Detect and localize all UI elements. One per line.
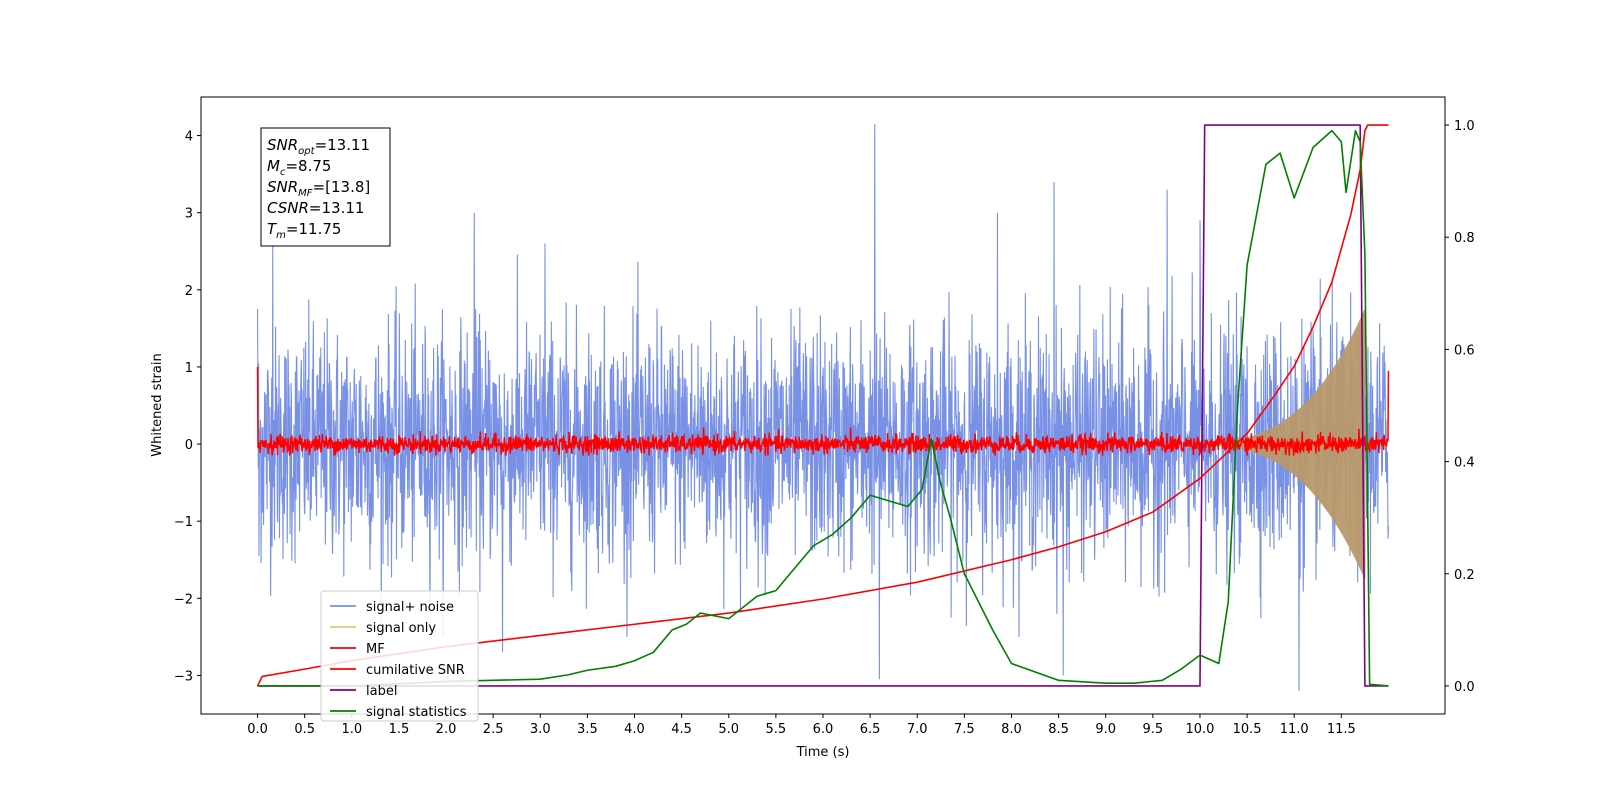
y-tick-label: 3 <box>185 207 193 222</box>
annotation-box: SNRopt=13.11Mc=8.75SNRMF=[13.8]CSNR=13.1… <box>260 127 391 247</box>
y-axis-label: Whitened strain <box>150 353 165 456</box>
legend-label: signal+ noise <box>366 600 454 615</box>
x-tick-label: 3.0 <box>530 722 551 737</box>
x-tick-label: 2.0 <box>436 722 457 737</box>
annotation-frame <box>260 127 391 247</box>
y-right-tick-label: 1.0 <box>1454 119 1475 134</box>
y-right-tick-label: 0.4 <box>1454 456 1475 471</box>
series-label-line <box>257 124 1389 687</box>
x-tick-label: 11.0 <box>1280 722 1309 737</box>
series-signal-noise-line <box>257 123 1389 691</box>
y-tick-label: 2 <box>185 284 193 299</box>
y-right-tick-label: 0.8 <box>1454 231 1475 246</box>
legend-label: cumilative SNR <box>366 663 465 678</box>
plot-area <box>256 123 1390 691</box>
legend-label: signal only <box>366 621 436 636</box>
y-right-tick-label: 0.6 <box>1454 343 1475 358</box>
x-tick-label: 10.5 <box>1233 722 1262 737</box>
x-tick-label: 6.5 <box>860 722 881 737</box>
x-tick-label: 5.5 <box>766 722 787 737</box>
x-tick-label: 4.5 <box>671 722 692 737</box>
legend-label: MF <box>366 642 385 657</box>
x-tick-label: 7.0 <box>907 722 928 737</box>
annotation-line: SNRMF=[13.8] <box>267 178 370 199</box>
x-tick-label: 8.5 <box>1048 722 1069 737</box>
y-tick-label: 1 <box>185 361 193 376</box>
x-tick-label: 5.0 <box>718 722 739 737</box>
x-tick-label: 6.0 <box>813 722 834 737</box>
x-tick-label: 9.0 <box>1095 722 1116 737</box>
x-tick-label: 11.5 <box>1327 722 1356 737</box>
legend-label: label <box>366 684 397 699</box>
x-tick-label: 2.5 <box>483 722 504 737</box>
x-tick-label: 0.5 <box>294 722 315 737</box>
y-tick-label: −3 <box>174 669 193 684</box>
axis-ticks: 0.0 0.5 1.0 1.5 2.0 2.5 3.0 3.5 4.0 4.5 5.0 5.5 6.0 6… <box>174 119 1475 737</box>
y-right-tick-label: 0.2 <box>1454 568 1475 583</box>
y-tick-label: −2 <box>174 592 193 607</box>
x-tick-label: 10.0 <box>1185 722 1214 737</box>
annotation-line: Mc=8.75 <box>267 157 331 178</box>
x-tick-label: 4.0 <box>624 722 645 737</box>
annotation-line: Tm=11.75 <box>267 220 341 241</box>
x-tick-label: 8.0 <box>1001 722 1022 737</box>
annotation-line: SNRopt=13.11 <box>267 136 370 157</box>
y-right-tick-label: 0.0 <box>1454 680 1475 695</box>
x-tick-label: 1.0 <box>341 722 362 737</box>
annotation-line: CSNR=13.11 <box>267 199 364 217</box>
x-tick-label: 0.0 <box>247 722 268 737</box>
legend-label: signal statistics <box>366 705 467 720</box>
x-axis-label: Time (s) <box>796 745 850 760</box>
y-tick-label: −1 <box>174 515 193 530</box>
x-tick-label: 7.5 <box>954 722 975 737</box>
legend-frame <box>320 590 479 722</box>
y-tick-label: 4 <box>185 130 193 145</box>
series-mf-line <box>256 366 1390 456</box>
x-tick-label: 3.5 <box>577 722 598 737</box>
series-signal-statistics-line <box>257 129 1389 687</box>
x-tick-label: 9.5 <box>1143 722 1164 737</box>
x-tick-label: 1.5 <box>389 722 410 737</box>
legend: signal+ noise signal only MF cumilative SNR… <box>320 590 479 722</box>
y-tick-label: 0 <box>185 438 193 453</box>
